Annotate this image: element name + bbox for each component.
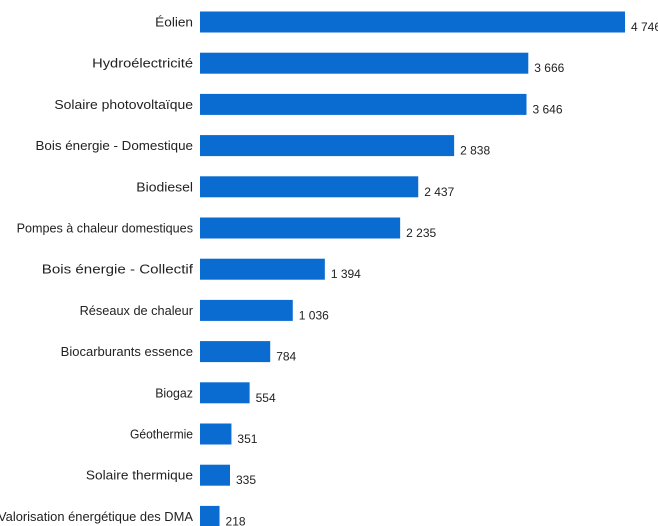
category-label: Valorisation énergétique des DMA [0,509,193,524]
bar [200,258,325,280]
value-label: 1 036 [299,308,329,322]
bar [200,11,625,33]
value-label: 2 437 [424,185,454,199]
category-label: Éolien [155,15,193,30]
value-label: 784 [276,350,296,364]
bar [200,93,527,115]
category-label: Biodiesel [136,179,193,194]
category-label: Géothermie [130,427,193,442]
category-label: Biogaz [155,385,193,400]
value-label: 2 235 [406,226,436,240]
value-label: 2 838 [460,144,490,158]
category-label: Bois énergie - Collectif [42,262,194,277]
plot-area: Éolien 4 746 Hydroélectricité 3 666 Solaire … [0,11,658,526]
bar [200,52,529,74]
bar [200,382,250,404]
category-label: Solaire thermique [86,468,193,483]
value-label: 351 [237,432,257,446]
bar [200,505,220,526]
category-label: Réseaux de chaleur [80,303,194,318]
bar [200,299,293,321]
value-label: 335 [236,473,256,487]
category-label: Bois énergie - Domestique [36,138,194,153]
category-label: Solaire photovoltaïque [54,97,193,112]
value-label: 1 394 [331,267,361,281]
value-label: 4 746 [631,20,658,34]
value-label: 3 646 [532,102,562,116]
bar [200,341,271,363]
bar [200,217,401,239]
bar [200,135,455,157]
bar [200,176,419,198]
value-label: 554 [256,391,276,405]
value-label: 3 666 [534,61,564,75]
bar [200,423,232,445]
value-label: 218 [226,514,246,526]
category-label: Hydroélectricité [92,56,193,71]
bar [200,464,230,486]
category-label: Biocarburants essence [61,344,193,359]
category-label: Pompes à chaleur domestiques [17,221,194,236]
